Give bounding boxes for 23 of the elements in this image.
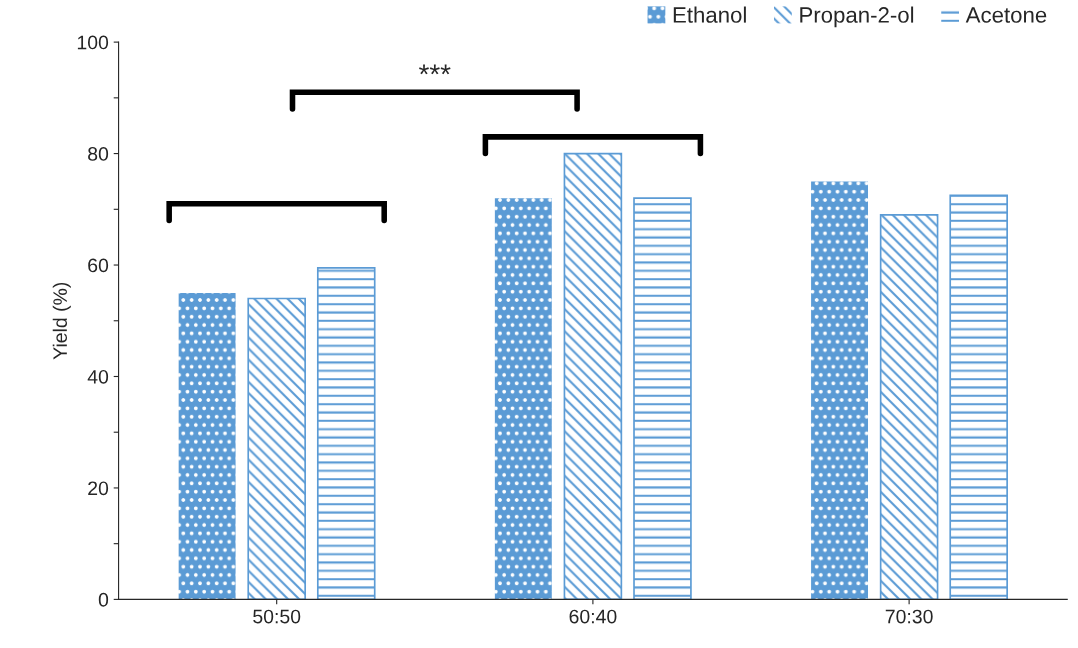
legend-label: Propan-2-ol bbox=[800, 6, 914, 28]
y-tick-label: 0 bbox=[98, 592, 109, 607]
bar bbox=[247, 297, 306, 600]
bar bbox=[316, 266, 376, 600]
x-tick-label: 70:30 bbox=[885, 609, 933, 624]
y-tick-label: 40 bbox=[87, 369, 109, 384]
legend-label: Ethanol bbox=[673, 6, 746, 23]
annotation: *** bbox=[419, 64, 451, 75]
y-tick-label: 20 bbox=[88, 481, 109, 496]
bar bbox=[879, 214, 939, 600]
bar bbox=[494, 198, 552, 600]
legend-label: Acetone bbox=[965, 7, 1047, 23]
bar bbox=[811, 181, 869, 600]
y-tick-label: 100 bbox=[77, 35, 109, 50]
y-axis-title: Yield (%) bbox=[52, 282, 71, 360]
y-tick-label: 80 bbox=[88, 147, 109, 161]
bar bbox=[633, 197, 692, 600]
y-tick-label: 60 bbox=[88, 258, 109, 273]
x-tick-label: 50:50 bbox=[253, 609, 301, 624]
bar bbox=[949, 194, 1008, 600]
bar bbox=[178, 292, 236, 600]
x-tick-label: 60:40 bbox=[569, 609, 617, 624]
bar bbox=[563, 152, 623, 600]
